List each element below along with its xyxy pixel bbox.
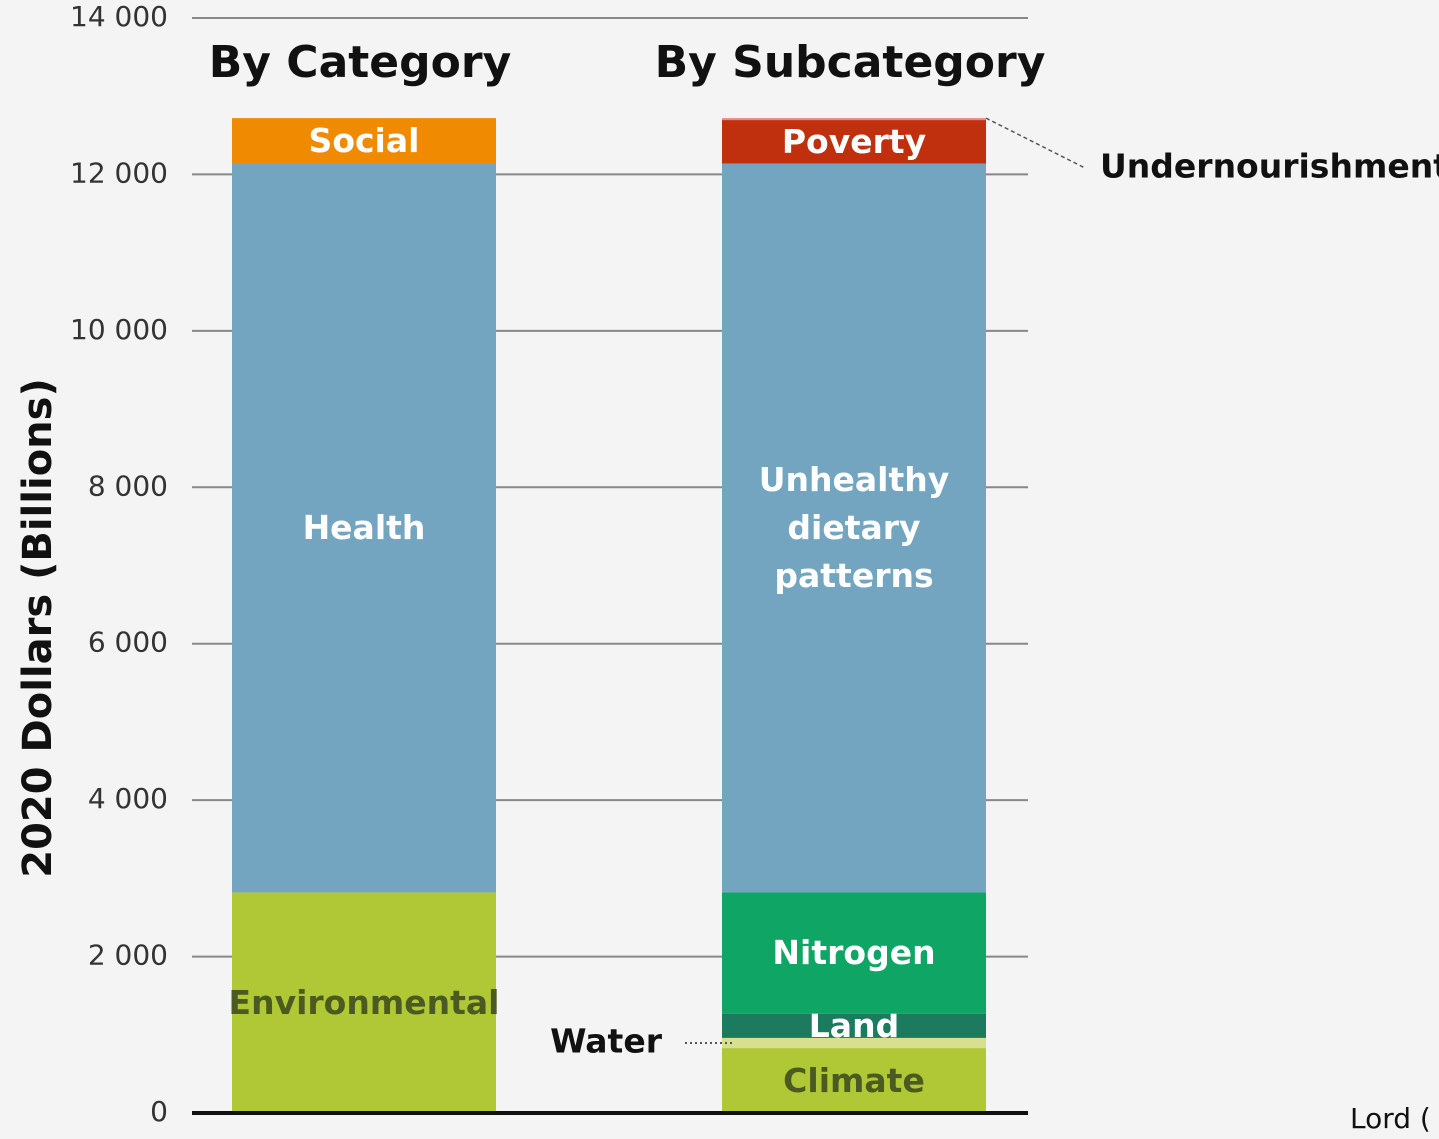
bar-segment — [722, 118, 986, 121]
segment-label: Environmental — [228, 982, 500, 1022]
segment-label-box: Nitrogen — [772, 933, 936, 973]
source: Lord ( — [1350, 1102, 1431, 1135]
category-label: By Subcategory — [655, 37, 1046, 88]
bar-segment — [232, 892, 496, 1113]
y-tick-label: 10 000 — [70, 313, 168, 346]
y-axis-title: 2020 Dollars (Billions) — [15, 378, 61, 877]
segment-label: Undernourishment — [1100, 147, 1439, 186]
segment-label: Unhealthy dietary patterns — [758, 459, 950, 595]
category-label: By Category — [209, 37, 512, 88]
bar-segment — [722, 892, 986, 1014]
bar-segment — [722, 120, 986, 164]
y-tick-label: 12 000 — [70, 156, 168, 189]
segment-label: Climate — [783, 1060, 925, 1100]
segment-label-box: Poverty — [781, 121, 927, 161]
leader-line — [985, 117, 1086, 169]
segment-label: Social — [308, 120, 420, 160]
bar-segment — [722, 163, 986, 893]
y-tick-label: 2 000 — [88, 939, 168, 972]
segment-label: Nitrogen — [772, 933, 936, 973]
bar-segment — [232, 163, 496, 893]
y-tick-label: 8 000 — [88, 469, 168, 502]
y-tick-label: 0 — [150, 1095, 168, 1128]
segment-label-box: Unhealthy dietary patterns — [758, 459, 950, 595]
segment-label-box: Environmental — [228, 982, 500, 1022]
bar-segment — [722, 1013, 986, 1038]
segment-label-box: Climate — [783, 1060, 925, 1100]
y-tick-label: 14 000 — [70, 0, 168, 33]
segment-label-box: Social — [308, 120, 420, 160]
bar-segment — [722, 1037, 986, 1049]
segment-label: Poverty — [781, 121, 927, 161]
segment-label: Water — [550, 1021, 663, 1060]
bar-segment — [232, 118, 496, 164]
segment-label: Health — [302, 507, 426, 547]
segment-label-box: Health — [302, 507, 426, 547]
bar-segment — [722, 1048, 986, 1113]
y-tick-label: 6 000 — [88, 626, 168, 659]
y-tick-label: 4 000 — [88, 782, 168, 815]
